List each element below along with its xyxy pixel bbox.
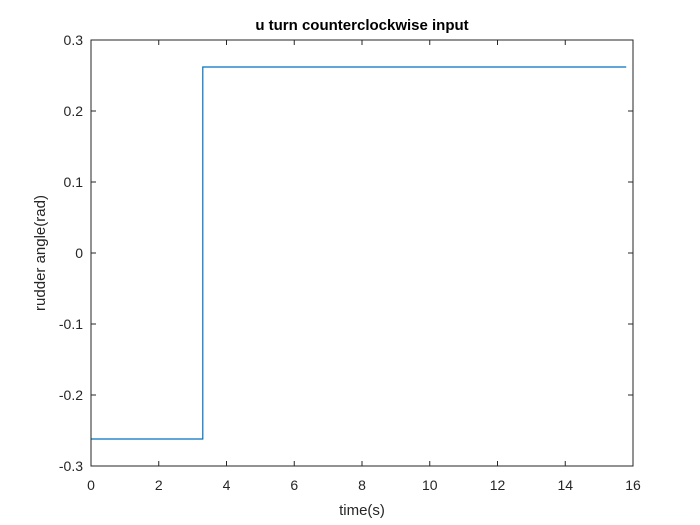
chart-title: u turn counterclockwise input (255, 17, 468, 34)
y-axis-label: rudder angle(rad) (32, 195, 49, 311)
plot-area (91, 40, 633, 466)
y-tick-label: 0 (75, 245, 83, 261)
series-layer (91, 66, 627, 440)
x-tick-label: 0 (87, 477, 95, 493)
y-tick-label: -0.3 (59, 458, 83, 474)
x-tick-label: 12 (490, 477, 506, 493)
x-tick-label: 4 (223, 477, 231, 493)
x-tick-label: 14 (557, 477, 573, 493)
tick-layer: 0 2 4 6 8 10 12 14 16 -0.3 -0.2 -0.1 0 0.1 0.2 0.3 (59, 32, 641, 493)
x-tick-label: 16 (625, 477, 641, 493)
y-tick-label: 0.1 (64, 174, 84, 190)
y-tick-label: -0.1 (59, 316, 83, 332)
y-tick-label: 0.3 (64, 32, 84, 48)
x-tick-label: 8 (358, 477, 366, 493)
y-tick-label: 0.2 (64, 103, 84, 119)
x-axis-label: time(s) (339, 502, 385, 519)
x-tick-label: 2 (155, 477, 163, 493)
x-tick-label: 6 (290, 477, 298, 493)
x-tick-label: 10 (422, 477, 438, 493)
axes-box (90, 39, 634, 467)
y-tick-label: -0.2 (59, 387, 83, 403)
series-line (91, 66, 627, 440)
